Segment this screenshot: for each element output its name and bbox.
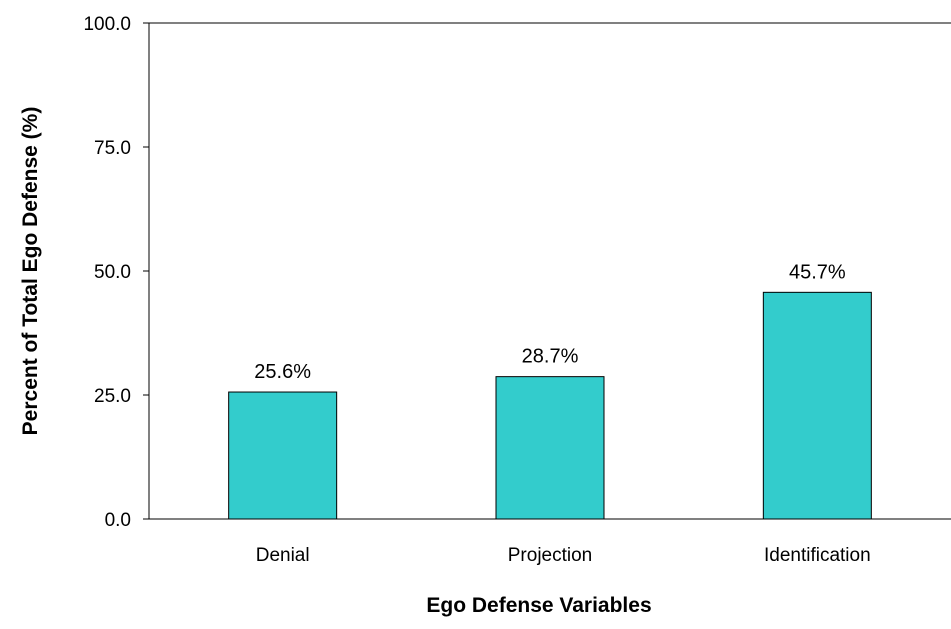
bar — [228, 391, 338, 520]
bar — [495, 376, 605, 520]
x-category-label: Denial — [256, 545, 310, 566]
x-category-label: Identification — [764, 545, 871, 566]
y-axis-title: Percent of Total Ego Defense (%) — [19, 107, 42, 436]
y-tick-label: 75.0 — [94, 138, 131, 159]
bar-value-label: 25.6% — [254, 361, 311, 383]
x-axis-title: Ego Defense Variables — [426, 594, 651, 617]
y-tick-label: 0.0 — [105, 510, 131, 531]
y-tick-label: 50.0 — [94, 262, 131, 283]
y-axis-ticks: 0.0 25.0 50.0 75.0 100.0 — [83, 14, 149, 531]
x-category-label: Projection — [508, 545, 593, 566]
bars: 25.6% 28.7% 45.7% — [228, 261, 872, 520]
bar-value-label: 28.7% — [522, 346, 579, 368]
bar-value-label: 45.7% — [789, 261, 846, 283]
y-tick-label: 25.0 — [94, 386, 131, 407]
x-axis-categories: Denial Projection Identification — [256, 545, 871, 566]
y-tick-label: 100.0 — [83, 14, 131, 35]
bar — [762, 291, 872, 520]
